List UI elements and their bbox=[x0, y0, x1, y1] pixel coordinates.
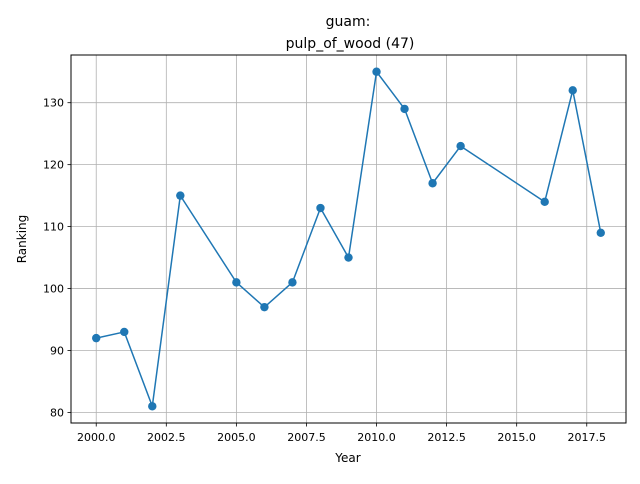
data-point bbox=[232, 278, 241, 287]
x-tick-label: 2017.5 bbox=[568, 431, 607, 444]
y-tick-label: 110 bbox=[43, 221, 64, 234]
data-point bbox=[148, 402, 157, 411]
data-point bbox=[540, 197, 549, 207]
data-series bbox=[92, 67, 605, 411]
y-tick-label: 120 bbox=[43, 159, 64, 172]
data-point bbox=[120, 327, 129, 337]
data-point bbox=[456, 141, 465, 151]
data-point bbox=[260, 302, 269, 312]
y-axis-ticks: 80 90 100 110 120 130 bbox=[43, 97, 71, 419]
x-tick-label: 2005.0 bbox=[217, 431, 256, 444]
data-point bbox=[92, 333, 101, 343]
y-tick-label: 130 bbox=[43, 97, 64, 110]
grid-lines bbox=[71, 55, 626, 423]
chart-title-line2: pulp_of_wood (47) bbox=[286, 36, 415, 52]
data-point bbox=[372, 67, 381, 76]
x-tick-label: 2010.0 bbox=[357, 431, 396, 444]
data-point bbox=[400, 104, 409, 114]
data-point bbox=[596, 228, 605, 238]
y-tick-label: 90 bbox=[50, 345, 64, 358]
data-point bbox=[176, 191, 185, 200]
data-point bbox=[344, 253, 353, 262]
x-axis-label: Year bbox=[334, 451, 360, 465]
x-tick-label: 2002.5 bbox=[147, 431, 186, 444]
data-point bbox=[316, 203, 325, 213]
data-point bbox=[568, 86, 577, 95]
chart-title-line1: guam: bbox=[326, 14, 371, 30]
series-line bbox=[96, 70, 602, 408]
x-axis-ticks: 2000.0 2002.5 2005.0 2007.5 2010.0 2012.5 2015… bbox=[77, 423, 606, 444]
y-tick-label: 100 bbox=[43, 283, 64, 296]
x-tick-label: 2007.5 bbox=[287, 431, 326, 444]
x-tick-label: 2015.0 bbox=[497, 431, 536, 444]
x-tick-label: 2012.5 bbox=[427, 431, 466, 444]
data-point bbox=[428, 179, 437, 188]
y-tick-label: 80 bbox=[50, 406, 64, 419]
plot-area-frame bbox=[70, 54, 627, 424]
data-point bbox=[288, 278, 297, 287]
x-tick-label: 2000.0 bbox=[77, 431, 116, 444]
y-axis-label: Ranking bbox=[15, 215, 29, 264]
